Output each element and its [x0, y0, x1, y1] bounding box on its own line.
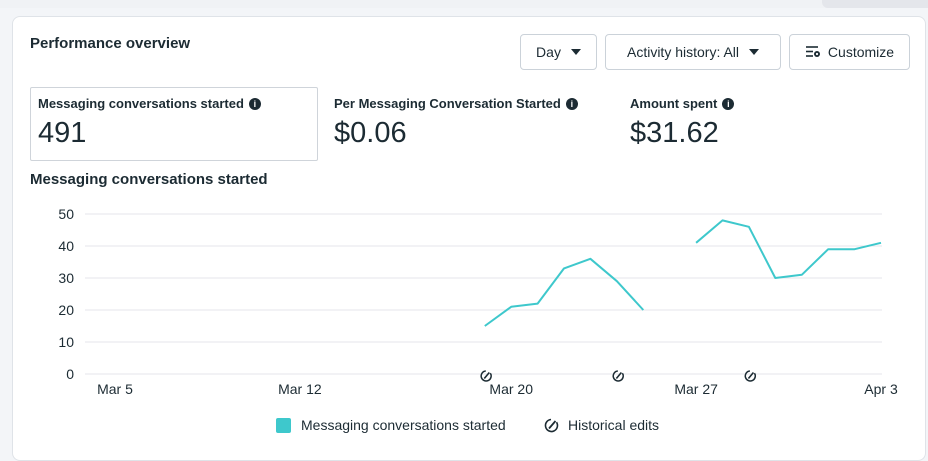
info-icon[interactable]: i — [565, 97, 578, 110]
metric-label-amount-spent: Amount spent i — [630, 96, 735, 111]
metric-label-text: Messaging conversations started — [38, 96, 244, 111]
activity-history-label: Activity history: All — [626, 44, 740, 60]
series-line — [484, 257, 645, 327]
chart-title: Messaging conversations started — [30, 171, 268, 188]
caret-down-icon — [570, 49, 581, 55]
metric-value-conversations: 491 — [38, 117, 87, 149]
y-tick-label: 10 — [58, 334, 74, 350]
metric-label-conversations: Messaging conversations started i — [38, 96, 261, 111]
y-tick-label: 20 — [58, 302, 74, 318]
metric-label-text: Per Messaging Conversation Started — [334, 96, 561, 111]
historical-edit-icon-stroke — [483, 371, 490, 380]
x-tick-label: Apr 3 — [864, 381, 898, 397]
metric-value-amount-spent: $31.62 — [630, 117, 719, 149]
metric-value-cost-per-conversation: $0.06 — [334, 117, 407, 149]
performance-card — [12, 16, 926, 461]
historical-edit-icon — [480, 370, 492, 382]
historical-edit-icon-stroke — [615, 371, 622, 380]
info-icon[interactable]: i — [722, 97, 735, 110]
metric-label-cost-per-conversation: Per Messaging Conversation Started i — [334, 96, 578, 111]
customize-icon — [805, 46, 820, 57]
x-tick-label: Mar 27 — [674, 381, 718, 397]
legend-swatch — [276, 417, 291, 433]
customize-label: Customize — [827, 44, 895, 60]
x-tick-label: Mar 20 — [489, 381, 533, 397]
y-tick-label: 40 — [58, 238, 74, 254]
day-dropdown-label: Day — [536, 44, 561, 60]
x-tick-label: Mar 5 — [97, 381, 133, 397]
metric-card-selected[interactable] — [30, 87, 318, 161]
day-dropdown[interactable]: Day — [520, 34, 597, 70]
y-tick-label: 0 — [66, 366, 74, 382]
page-title: Performance overview — [30, 35, 191, 52]
legend-item-historical-edits[interactable]: Historical edits — [543, 417, 659, 433]
activity-history-dropdown[interactable]: Activity history: All — [605, 34, 781, 70]
historical-edit-icon — [612, 370, 624, 382]
metric-label-text: Amount spent — [630, 96, 718, 111]
legend-label-historical-edits: Historical edits — [568, 417, 660, 433]
top-strip-tab — [822, 0, 928, 8]
historical-edit-marker — [744, 370, 757, 382]
info-icon[interactable]: i — [248, 97, 261, 110]
series-line — [695, 219, 882, 279]
legend-item-conversations[interactable]: Messaging conversations started — [276, 417, 506, 433]
historical-edit-icon — [544, 418, 559, 432]
historical-edit-icon — [744, 370, 757, 382]
customize-button[interactable]: Customize — [789, 34, 910, 70]
caret-down-icon — [749, 49, 760, 55]
x-tick-label: Mar 12 — [278, 381, 322, 397]
top-strip — [0, 0, 928, 8]
historical-edit-marker — [480, 370, 492, 382]
historical-edit-icon-stroke — [747, 371, 755, 380]
y-tick-label: 50 — [58, 206, 74, 222]
legend-label-conversations: Messaging conversations started — [301, 417, 506, 433]
y-tick-label: 30 — [58, 270, 74, 286]
historical-edit-marker — [612, 370, 624, 382]
